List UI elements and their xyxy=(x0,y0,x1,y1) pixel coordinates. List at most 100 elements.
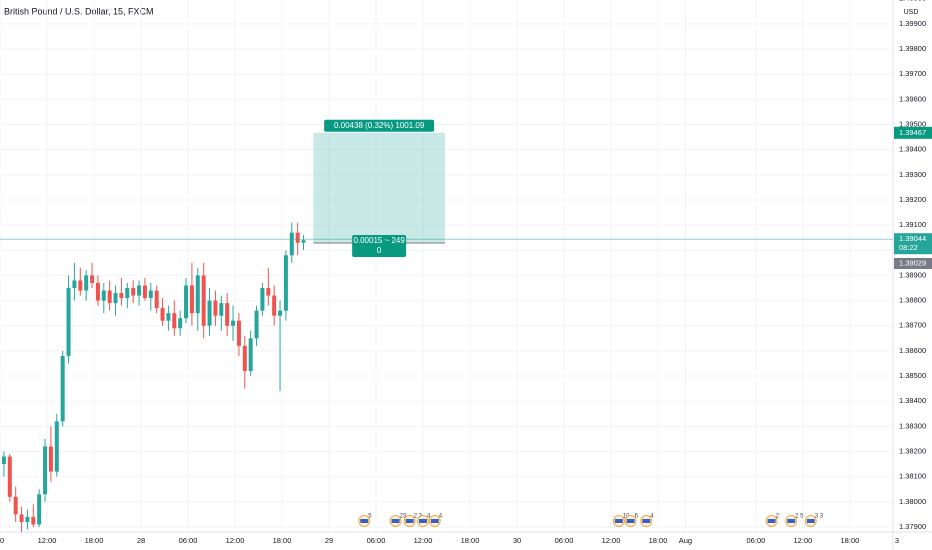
event-flag xyxy=(360,519,369,523)
candle-body xyxy=(219,303,224,316)
candle-body xyxy=(289,232,294,256)
x-tick-label: 18:00 xyxy=(273,536,292,545)
y-tick-label: 1.39600 xyxy=(899,94,926,103)
y-tick-label: 1.39900 xyxy=(899,19,926,28)
target-label: 0.00438 (0.32%) 1001.09 xyxy=(334,121,425,130)
entry-price: 1.39029 xyxy=(899,258,926,267)
x-tick-label: 06:00 xyxy=(747,536,766,545)
candle-body xyxy=(1,456,6,465)
x-tick-label: 00 xyxy=(0,536,4,545)
candle-body xyxy=(195,275,200,314)
last-price: 1.39044 xyxy=(899,234,926,243)
y-tick-label: 1.38100 xyxy=(899,472,926,481)
candle-body xyxy=(301,240,306,243)
entry-label: 0.00015 ~ 249 xyxy=(353,236,405,245)
y-tick-label: 1.38300 xyxy=(899,421,926,430)
entry-badge xyxy=(352,234,407,257)
candle-body xyxy=(119,293,124,299)
y-tick-label: 1.38200 xyxy=(899,446,926,455)
candle-body xyxy=(43,446,48,495)
event-flag xyxy=(787,519,796,523)
candle-body xyxy=(160,308,165,321)
candle-body xyxy=(31,516,36,525)
candle-body xyxy=(189,285,194,314)
candle-body xyxy=(201,275,206,326)
event-label: 4 xyxy=(439,514,443,520)
candle-body xyxy=(295,232,300,243)
y-tick-label: 1.39100 xyxy=(899,220,926,229)
candle-body xyxy=(19,514,24,522)
candle-body xyxy=(84,275,89,291)
y-tick-label: 1.39400 xyxy=(899,145,926,154)
event-label: 4 xyxy=(427,514,431,520)
candle-body xyxy=(7,456,12,497)
entry-sub-label: 0 xyxy=(377,246,382,255)
x-tick-label: Aug xyxy=(679,536,692,545)
x-tick-label: 06:00 xyxy=(555,536,574,545)
y-tick-label: 1.39700 xyxy=(899,69,926,78)
entry-price-badge xyxy=(894,257,932,269)
y-tick-label: 1.38500 xyxy=(899,371,926,380)
candle-body xyxy=(78,280,83,291)
y-tick-label: 1.38000 xyxy=(899,497,926,506)
candle-body xyxy=(242,345,247,372)
candle-body xyxy=(125,288,130,299)
event-label: 2 xyxy=(776,514,780,520)
event-flag xyxy=(614,519,623,523)
y-tick-label: 1.40000 xyxy=(899,0,926,3)
event-flag xyxy=(430,519,439,523)
candle-body xyxy=(248,338,253,372)
candle-body xyxy=(166,313,171,321)
candle-body xyxy=(231,320,236,326)
x-tick-label: 18:00 xyxy=(649,536,668,545)
x-tick-label: 18:00 xyxy=(85,536,104,545)
currency: USD xyxy=(904,9,919,16)
candle-body xyxy=(278,310,283,316)
candle-body xyxy=(148,290,153,299)
target-price: 1.39467 xyxy=(899,128,926,137)
candle-body xyxy=(184,285,189,319)
candle-body xyxy=(142,285,147,299)
candle-body xyxy=(178,318,183,329)
candle-body xyxy=(207,300,212,326)
y-tick-label: 1.38800 xyxy=(899,296,926,305)
y-tick-label: 1.38700 xyxy=(899,321,926,330)
candle-body xyxy=(154,290,159,309)
event-flag xyxy=(405,519,414,523)
event-flag xyxy=(391,519,400,523)
candle-body xyxy=(54,421,59,472)
candle-body xyxy=(254,310,259,339)
candle-body xyxy=(13,496,18,515)
candle-body xyxy=(236,320,241,346)
x-tick-label: 3 xyxy=(895,536,899,545)
profit-zone xyxy=(313,132,445,243)
candle-body xyxy=(95,282,100,301)
candle-body xyxy=(113,293,118,304)
event-label: 23 xyxy=(400,514,407,520)
event-label: 2 3 xyxy=(414,514,423,520)
target-price-badge xyxy=(894,126,932,139)
event-label: 6 xyxy=(635,514,639,520)
y-tick-label: 1.38400 xyxy=(899,396,926,405)
x-tick-label: 28 xyxy=(137,536,145,545)
x-tick-label: 30 xyxy=(513,536,521,545)
event-label: 4 xyxy=(650,514,654,520)
candle-body xyxy=(272,295,277,316)
candle-body xyxy=(225,303,230,326)
countdown: 08:22 xyxy=(899,243,918,252)
y-tick-label: 1.39800 xyxy=(899,44,926,53)
candle-body xyxy=(213,300,218,316)
candle-body xyxy=(72,280,77,289)
x-tick-label: 29 xyxy=(325,536,333,545)
event-label: 10 xyxy=(623,514,630,520)
y-tick-label: 1.39200 xyxy=(899,195,926,204)
x-tick-label: 12:00 xyxy=(794,536,813,545)
y-tick-label: 1.37900 xyxy=(899,522,926,531)
candle-body xyxy=(37,494,42,525)
candle-body xyxy=(60,355,65,422)
y-tick-label: 1.39300 xyxy=(899,170,926,179)
event-label: 3 3 xyxy=(815,514,824,520)
candle-body xyxy=(131,288,136,296)
x-tick-label: 12:00 xyxy=(38,536,57,545)
